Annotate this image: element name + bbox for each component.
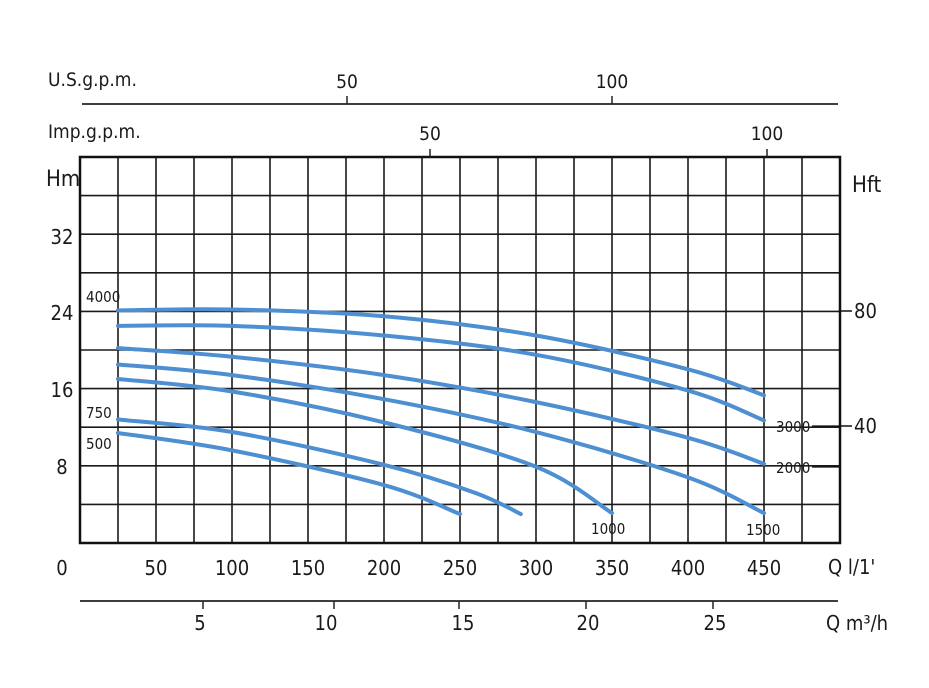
series-line-1500 bbox=[116, 362, 766, 516]
curve-label-1500: 1500 bbox=[746, 521, 780, 539]
x-tick-label-100: 100 bbox=[215, 556, 249, 580]
m3h-tick-label-25: 25 bbox=[704, 611, 727, 635]
series-line-3000 bbox=[116, 323, 766, 423]
series-line-unlabeled-4 bbox=[116, 376, 614, 516]
x-tick-label-400: 400 bbox=[671, 556, 705, 580]
curves bbox=[116, 307, 766, 517]
y2-tick-label-40: 40 bbox=[854, 414, 877, 438]
m3h-tick-label-20: 20 bbox=[577, 611, 600, 635]
x-tick-label-450: 450 bbox=[747, 556, 781, 580]
plot-frame bbox=[78, 155, 842, 545]
impgpm-tick-label-100: 100 bbox=[751, 123, 784, 145]
x-axis-label: Q l/1' bbox=[828, 555, 875, 579]
y-axis-label-hm: Hm bbox=[46, 167, 80, 192]
x-tick-label-150: 150 bbox=[291, 556, 325, 580]
y-tick-label-24: 24 bbox=[51, 301, 74, 325]
x-tick-label-350: 350 bbox=[595, 556, 629, 580]
curve-label-1000: 1000 bbox=[591, 520, 625, 538]
curve-label-3000: 3000 bbox=[776, 418, 810, 436]
x-tick-label-250: 250 bbox=[443, 556, 477, 580]
m3h-tick-label-5: 5 bbox=[194, 611, 205, 635]
y-tick-label-16: 16 bbox=[51, 378, 74, 402]
y-tick-label-8: 8 bbox=[56, 455, 67, 479]
x-tick-label-50: 50 bbox=[145, 556, 168, 580]
series-line-2000 bbox=[116, 346, 766, 466]
series-line-4000 bbox=[116, 307, 766, 398]
usgpm-axis-label: U.S.g.p.m. bbox=[48, 69, 137, 91]
x-tick-label-300: 300 bbox=[519, 556, 553, 580]
series-line-750 bbox=[116, 430, 462, 517]
m3h-axis-label: Q m³/h bbox=[826, 611, 888, 635]
impgpm-axis-label: Imp.g.p.m. bbox=[48, 121, 141, 143]
x-tick-label-200: 200 bbox=[367, 556, 401, 580]
m3h-tick-label-15: 15 bbox=[452, 611, 475, 635]
usgpm-tick-label-50: 50 bbox=[336, 71, 358, 93]
y-tick-label-32: 32 bbox=[51, 225, 74, 249]
series-line-1000 bbox=[116, 417, 523, 517]
impgpm-tick-label-50: 50 bbox=[419, 123, 441, 145]
grid bbox=[80, 157, 840, 543]
m3h-tick-label-10: 10 bbox=[315, 611, 338, 635]
usgpm-tick-label-100: 100 bbox=[596, 71, 629, 93]
curve-label-2000: 2000 bbox=[776, 459, 810, 477]
y2-axis-label-hft: Hft bbox=[852, 173, 881, 198]
x-tick-label-0: 0 bbox=[56, 556, 67, 580]
curve-label-750: 750 bbox=[86, 404, 112, 422]
y2-tick-label-80: 80 bbox=[854, 299, 877, 323]
curve-label-4000: 4000 bbox=[86, 288, 120, 306]
curve-label-500: 500 bbox=[86, 435, 112, 453]
